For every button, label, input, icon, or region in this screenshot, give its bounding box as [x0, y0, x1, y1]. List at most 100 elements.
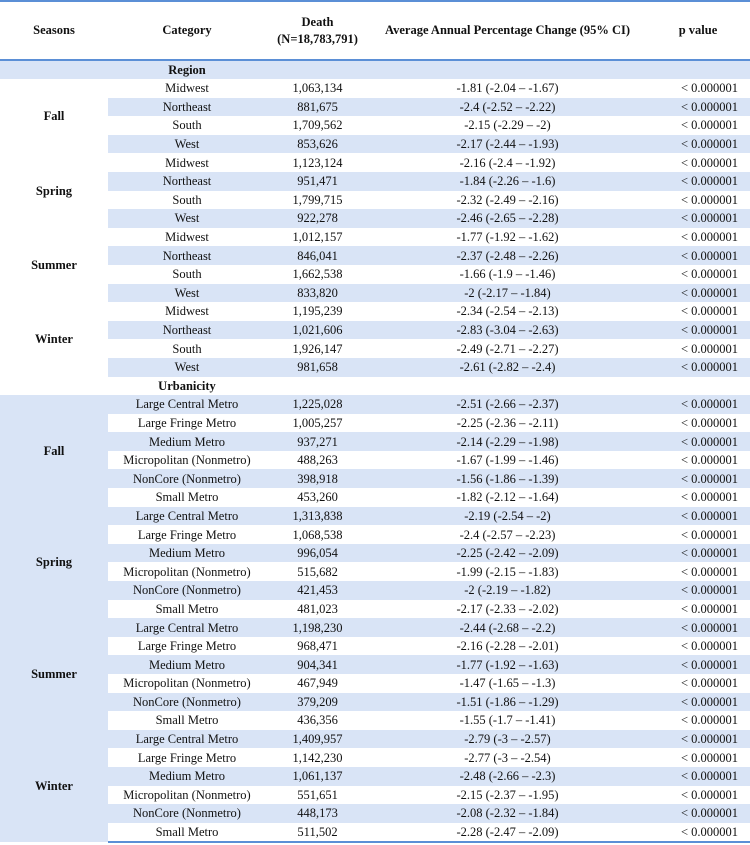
- category-cell: Midwest: [108, 79, 266, 98]
- apc-cell: -1.67 (-1.99 – -1.46): [369, 450, 646, 470]
- section-empty-cell: [266, 60, 369, 79]
- table-row: Medium Metro 937,271 -2.14 (-2.29 – -1.98)…: [0, 432, 750, 451]
- section-header-row: Region: [0, 60, 750, 79]
- death-cell: 833,820: [266, 283, 369, 303]
- death-cell: 1,142,230: [266, 748, 369, 767]
- pvalue-cell: < 0.000001: [646, 357, 750, 377]
- category-cell: Micropolitan (Nonmetro): [108, 450, 266, 470]
- apc-cell: -1.99 (-2.15 – -1.83): [369, 562, 646, 582]
- category-cell: Northeast: [108, 171, 266, 191]
- category-cell: Large Fringe Metro: [108, 748, 266, 767]
- table-row: West 853,626 -2.17 (-2.44 – -1.93) < 0.0000…: [0, 134, 750, 154]
- apc-cell: -2.17 (-2.33 – -2.02): [369, 599, 646, 619]
- pvalue-cell: < 0.000001: [646, 209, 750, 228]
- header-death-label: Death: [301, 14, 334, 29]
- death-cell: 1,005,257: [266, 413, 369, 433]
- section-empty-cell: [646, 376, 750, 396]
- death-cell: 1,313,838: [266, 506, 369, 526]
- category-cell: South: [108, 339, 266, 358]
- table-row: Fall Large Central Metro 1,225,028 -2.51 (-…: [0, 395, 750, 507]
- death-cell: 1,198,230: [266, 618, 369, 637]
- pvalue-cell: < 0.000001: [646, 655, 750, 674]
- season-cell: Summer: [0, 618, 108, 730]
- table-row: Small Metro 481,023 -2.17 (-2.33 – -2.02) <…: [0, 599, 750, 619]
- section-title: Urbanicity: [108, 376, 266, 396]
- apc-cell: -2.49 (-2.71 – -2.27): [369, 339, 646, 358]
- category-cell: Micropolitan (Nonmetro): [108, 562, 266, 582]
- death-cell: 481,023: [266, 599, 369, 619]
- table-row: South 1,799,715 -2.32 (-2.49 – -2.16) < 0.0…: [0, 190, 750, 210]
- pvalue-cell: < 0.000001: [646, 97, 750, 117]
- pvalue-cell: < 0.000001: [646, 339, 750, 358]
- table-row: NonCore (Nonmetro) 421,453 -2 (-2.19 – -1.…: [0, 581, 750, 600]
- category-cell: Large Central Metro: [108, 729, 266, 749]
- pvalue-cell: < 0.000001: [646, 153, 750, 172]
- section-empty-cell: [0, 376, 108, 396]
- header-death: Death (N=18,783,791): [266, 0, 369, 61]
- apc-cell: -2.28 (-2.47 – -2.09): [369, 822, 646, 843]
- death-cell: 1,021,606: [266, 320, 369, 340]
- section-empty-cell: [0, 60, 108, 79]
- pvalue-cell: < 0.000001: [646, 729, 750, 749]
- category-cell: Micropolitan (Nonmetro): [108, 674, 266, 693]
- apc-cell: -1.47 (-1.65 – -1.3): [369, 674, 646, 693]
- category-cell: Small Metro: [108, 822, 266, 843]
- category-cell: Large Central Metro: [108, 395, 266, 414]
- apc-cell: -2.08 (-2.32 – -1.84): [369, 804, 646, 823]
- category-cell: Northeast: [108, 320, 266, 340]
- category-cell: NonCore (Nonmetro): [108, 804, 266, 823]
- death-cell: 1,709,562: [266, 116, 369, 135]
- header-seasons: Seasons: [0, 0, 108, 61]
- apc-cell: -2.37 (-2.48 – -2.26): [369, 246, 646, 265]
- apc-cell: -2.51 (-2.66 – -2.37): [369, 395, 646, 414]
- apc-cell: -2.4 (-2.52 – -2.22): [369, 97, 646, 117]
- apc-cell: -2.79 (-3 – -2.57): [369, 729, 646, 749]
- pvalue-cell: < 0.000001: [646, 804, 750, 823]
- category-cell: Midwest: [108, 153, 266, 172]
- table-row: Large Fringe Metro 1,068,538 -2.4 (-2.57 –…: [0, 525, 750, 544]
- category-cell: Medium Metro: [108, 655, 266, 674]
- apc-cell: -2.14 (-2.29 – -1.98): [369, 432, 646, 451]
- table-row: Northeast 881,675 -2.4 (-2.52 – -2.22) < 0.…: [0, 97, 750, 117]
- table-row: Micropolitan (Nonmetro) 488,263 -1.67 (-1.…: [0, 450, 750, 470]
- pvalue-cell: < 0.000001: [646, 599, 750, 619]
- pvalue-cell: < 0.000001: [646, 748, 750, 767]
- table-row: Spring Midwest 1,123,124 -2.16 (-2.4 – -1.9…: [0, 153, 750, 228]
- apc-cell: -1.56 (-1.86 – -1.39): [369, 469, 646, 489]
- pvalue-cell: < 0.000001: [646, 618, 750, 637]
- category-cell: Midwest: [108, 227, 266, 247]
- pvalue-cell: < 0.000001: [646, 190, 750, 210]
- category-cell: Small Metro: [108, 711, 266, 730]
- table-row: Small Metro 453,260 -1.82 (-2.12 – -1.64) <…: [0, 488, 750, 507]
- category-cell: Large Fringe Metro: [108, 636, 266, 656]
- pvalue-cell: < 0.000001: [646, 116, 750, 135]
- apc-cell: -2.46 (-2.65 – -2.28): [369, 209, 646, 228]
- table-row: Winter Midwest 1,195,239 -2.34 (-2.54 – -2.…: [0, 302, 750, 377]
- death-cell: 853,626: [266, 134, 369, 154]
- apc-cell: -1.66 (-1.9 – -1.46): [369, 264, 646, 284]
- category-cell: South: [108, 264, 266, 284]
- table-row: Large Fringe Metro 1,142,230 -2.77 (-3 – -…: [0, 748, 750, 767]
- apc-cell: -2.15 (-2.29 – -2): [369, 116, 646, 135]
- death-cell: 996,054: [266, 543, 369, 563]
- category-cell: NonCore (Nonmetro): [108, 469, 266, 489]
- category-cell: Small Metro: [108, 599, 266, 619]
- category-cell: Large Fringe Metro: [108, 525, 266, 544]
- apc-cell: -2 (-2.19 – -1.82): [369, 581, 646, 600]
- season-cell: Fall: [0, 79, 108, 154]
- apc-cell: -1.55 (-1.7 – -1.41): [369, 711, 646, 730]
- death-cell: 421,453: [266, 581, 369, 600]
- pvalue-cell: < 0.000001: [646, 320, 750, 340]
- pvalue-cell: < 0.000001: [646, 450, 750, 470]
- season-cell: Winter: [0, 302, 108, 377]
- table-header: Seasons Category Death (N=18,783,791) Ave…: [0, 0, 750, 61]
- section-empty-cell: [266, 376, 369, 396]
- category-cell: Medium Metro: [108, 766, 266, 786]
- category-cell: Medium Metro: [108, 543, 266, 563]
- apc-cell: -2.19 (-2.54 – -2): [369, 506, 646, 526]
- pvalue-cell: < 0.000001: [646, 692, 750, 712]
- season-cell: Summer: [0, 227, 108, 303]
- pvalue-cell: < 0.000001: [646, 171, 750, 191]
- pvalue-cell: < 0.000001: [646, 506, 750, 526]
